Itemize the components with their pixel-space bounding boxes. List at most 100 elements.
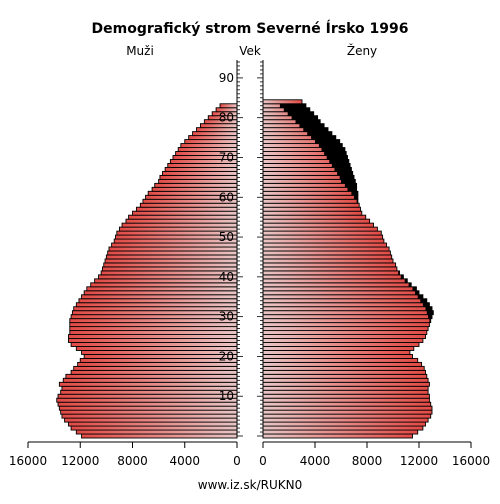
female-bar <box>262 218 371 224</box>
chart-title: Demografický strom Severné Írsko 1996 <box>92 20 409 37</box>
male-bars <box>56 103 238 439</box>
male-bar <box>107 250 238 256</box>
female-bar <box>262 429 419 435</box>
male-bar <box>103 262 238 268</box>
female-bar <box>262 274 404 280</box>
female-bar <box>262 353 413 359</box>
right-panel-label: Ženy <box>347 43 377 58</box>
male-bar <box>108 246 238 252</box>
female-bar <box>262 286 417 292</box>
male-bar <box>86 286 238 292</box>
female-excess-bar <box>425 306 432 311</box>
female-bar <box>262 401 432 407</box>
female-bar <box>262 194 359 200</box>
female-excess-bar <box>324 151 347 156</box>
female-bar <box>262 342 420 347</box>
male-bar <box>75 302 238 308</box>
female-excess-bar <box>422 302 430 307</box>
female-excess-bar <box>400 274 404 279</box>
female-bar <box>262 99 303 105</box>
female-bar <box>262 262 397 268</box>
male-bar <box>73 365 238 371</box>
female-bar <box>262 242 387 248</box>
female-bar <box>262 250 391 256</box>
female-excess-bar <box>279 103 306 108</box>
female-excess-bar <box>315 139 340 144</box>
male-bar <box>68 421 238 427</box>
male-bar <box>57 401 238 407</box>
female-bar <box>262 393 430 399</box>
x-tick-label-left: 4000 <box>169 454 200 468</box>
x-tick-label-left: 8000 <box>117 454 148 468</box>
male-bar <box>81 433 238 439</box>
female-bar <box>262 346 415 351</box>
female-bar <box>262 290 420 296</box>
male-bar <box>77 361 238 367</box>
female-bar <box>262 182 358 188</box>
female-excess-bar <box>318 143 343 148</box>
female-excess-bar <box>321 147 345 152</box>
left-panel-label: Muži <box>126 44 154 58</box>
male-bar <box>83 290 238 296</box>
female-bar <box>262 206 361 212</box>
male-bar <box>158 178 238 184</box>
age-tick-label: 80 <box>219 111 234 125</box>
female-bar <box>262 385 429 391</box>
male-bar <box>121 222 238 228</box>
female-bar <box>262 350 411 355</box>
age-tick-label: 30 <box>219 310 234 324</box>
male-bar <box>192 131 238 137</box>
x-tick-label-left: 12000 <box>61 454 99 468</box>
female-bar <box>262 190 359 196</box>
male-bar <box>70 425 238 431</box>
male-bar <box>56 397 238 403</box>
female-excess-bar <box>351 191 358 196</box>
male-bar <box>79 357 238 363</box>
male-bar <box>81 294 238 300</box>
female-bar <box>262 334 426 339</box>
female-bar <box>262 338 424 343</box>
female-bar <box>262 322 430 328</box>
male-bar <box>60 389 238 395</box>
female-bar <box>262 314 433 320</box>
male-bar <box>154 182 238 188</box>
female-bar <box>262 409 433 415</box>
female-excess-bar <box>329 159 349 164</box>
female-bar <box>262 222 374 228</box>
male-bar <box>68 338 238 343</box>
male-bar <box>104 258 238 264</box>
male-bar <box>78 298 238 304</box>
male-bar <box>71 310 238 316</box>
female-excess-bar <box>408 282 412 287</box>
x-tick-label-right: 12000 <box>400 454 438 468</box>
female-excess-bar <box>404 278 408 283</box>
female-bar <box>262 397 430 403</box>
male-bar <box>188 135 238 141</box>
female-bar <box>262 326 429 332</box>
female-excess-bar <box>339 175 354 180</box>
female-excess-bar <box>356 199 358 204</box>
female-bar <box>262 361 423 367</box>
female-bar <box>262 310 434 316</box>
female-bar <box>262 302 430 308</box>
male-bar <box>62 377 238 383</box>
male-bar <box>83 353 238 359</box>
female-excess-bar <box>428 314 432 319</box>
female-bar <box>262 330 428 335</box>
male-bar <box>75 429 238 435</box>
male-bar <box>60 409 238 415</box>
age-tick-label: 60 <box>219 190 234 204</box>
female-bar <box>262 282 412 288</box>
female-bar <box>262 425 424 431</box>
female-bar <box>262 234 384 240</box>
female-bars <box>262 99 434 439</box>
female-bar <box>262 254 393 260</box>
female-excess-bar <box>354 195 358 200</box>
male-bar <box>90 282 238 288</box>
female-excess-bar <box>415 290 419 295</box>
female-excess-bar <box>341 179 356 184</box>
female-excess-bar <box>429 318 431 323</box>
age-tick-label: 50 <box>219 230 234 244</box>
male-bar <box>180 143 238 148</box>
